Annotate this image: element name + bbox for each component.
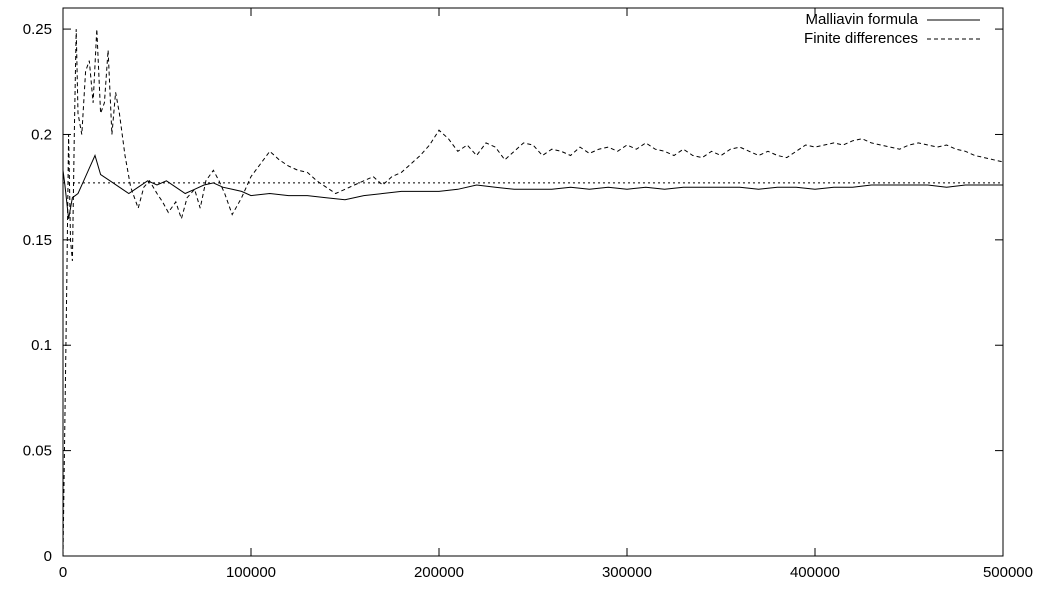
x-tick-label-1: 100000 xyxy=(226,564,276,581)
x-tick-label-2: 200000 xyxy=(414,564,464,581)
x-tick-label-0: 0 xyxy=(59,564,67,581)
y-tick-label-3: 0.15 xyxy=(23,232,52,249)
x-tick-label-4: 400000 xyxy=(790,564,840,581)
plot-frame xyxy=(62,7,1004,557)
y-axis: 0 0.05 0.1 0.15 0.2 0.25 xyxy=(23,21,1003,565)
y-tick-label-0: 0 xyxy=(44,548,52,565)
y-tick-label-1: 0.05 xyxy=(23,443,52,460)
series-layer xyxy=(62,29,1004,557)
y-tick-label-4: 0.2 xyxy=(31,126,52,143)
legend-label-malliavin: Malliavin formula xyxy=(805,11,918,28)
x-tick-label-3: 300000 xyxy=(602,564,652,581)
series-line-0 xyxy=(62,154,1003,219)
x-axis: 0 100000 200000 300000 400000 500000 xyxy=(59,8,1033,581)
x-tick-label-5: 500000 xyxy=(983,564,1033,581)
y-tick-label-5: 0.25 xyxy=(23,21,52,38)
legend-label-finite-differences: Finite differences xyxy=(804,30,918,47)
legend: Malliavin formula Finite differences xyxy=(804,11,980,47)
y-tick-label-2: 0.1 xyxy=(31,337,52,354)
series-line-1 xyxy=(62,29,1004,557)
